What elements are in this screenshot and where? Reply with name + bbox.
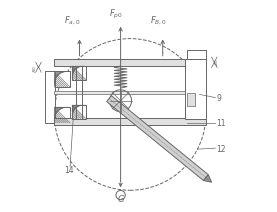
Polygon shape <box>204 175 212 182</box>
Text: $x_0$: $x_0$ <box>31 64 39 73</box>
Text: $F_{a,0}$: $F_{a,0}$ <box>64 15 81 27</box>
Text: $G$: $G$ <box>117 193 125 204</box>
Bar <box>54 59 206 66</box>
Text: 9: 9 <box>216 94 221 103</box>
Bar <box>185 59 206 119</box>
Bar <box>72 66 86 80</box>
Text: $F_{B,0}$: $F_{B,0}$ <box>150 15 167 27</box>
Bar <box>187 50 206 59</box>
Text: $z_0$: $z_0$ <box>214 59 221 66</box>
Bar <box>72 105 86 119</box>
Bar <box>45 71 55 123</box>
Bar <box>54 71 70 87</box>
Bar <box>54 118 206 125</box>
Polygon shape <box>107 96 208 181</box>
Text: 14: 14 <box>64 166 73 175</box>
Bar <box>54 91 206 94</box>
Bar <box>187 93 195 106</box>
Bar <box>54 107 70 123</box>
Text: 12: 12 <box>216 145 226 154</box>
Text: $F_{p0}$: $F_{p0}$ <box>109 8 123 21</box>
Text: 11: 11 <box>216 119 226 128</box>
